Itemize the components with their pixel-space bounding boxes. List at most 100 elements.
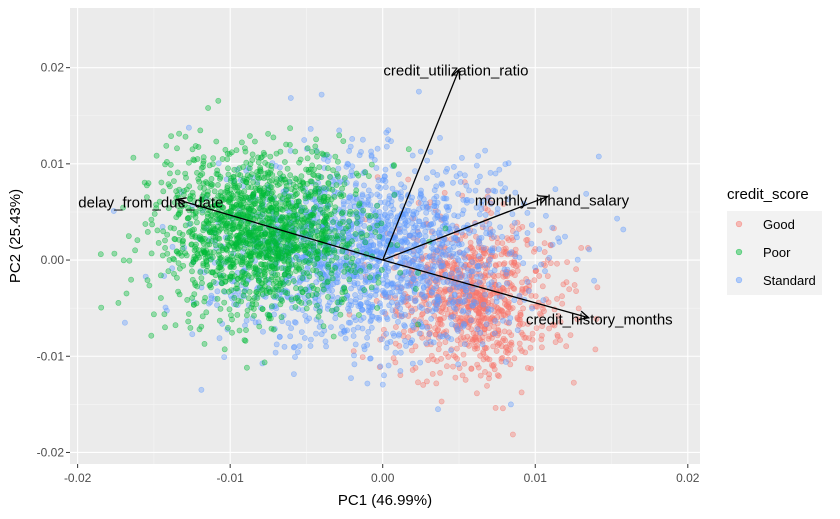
point-standard (345, 161, 352, 168)
point-standard (435, 229, 442, 236)
point-poor (267, 315, 274, 322)
point-standard (524, 230, 531, 236)
point-standard (361, 346, 368, 353)
point-poor (359, 234, 366, 241)
point-poor (250, 179, 256, 185)
point-poor (240, 211, 246, 217)
point-poor (268, 303, 275, 310)
point-poor (325, 261, 332, 268)
point-good (517, 309, 524, 316)
point-standard (450, 313, 456, 320)
point-standard (431, 256, 437, 263)
point-good (541, 249, 548, 255)
point-poor (390, 163, 397, 169)
point-standard (473, 162, 480, 169)
point-standard (214, 288, 221, 295)
point-poor (355, 172, 362, 179)
point-poor (209, 269, 216, 276)
point-standard (409, 152, 416, 159)
point-standard (444, 240, 451, 247)
point-poor (273, 284, 280, 291)
point-good (409, 367, 416, 373)
point-poor (292, 212, 298, 219)
point-good (529, 330, 536, 337)
point-standard (437, 134, 443, 141)
point-good (527, 344, 534, 351)
point-poor (270, 204, 277, 210)
x-axis-title: PC1 (46.99%) (338, 492, 432, 509)
point-good (453, 345, 460, 352)
point-good (475, 364, 482, 371)
point-standard (323, 343, 329, 350)
point-standard (395, 281, 401, 288)
point-standard (291, 319, 298, 325)
point-poor (212, 242, 219, 249)
point-poor (228, 287, 235, 293)
point-poor (352, 230, 359, 237)
point-poor (174, 248, 180, 255)
point-poor (294, 294, 301, 301)
point-standard (359, 246, 366, 252)
x-tick-label: -0.01 (216, 471, 244, 485)
point-poor (230, 264, 237, 270)
point-standard (477, 273, 484, 279)
point-poor (185, 215, 191, 222)
point-poor (210, 155, 217, 162)
point-standard (516, 254, 523, 261)
point-poor (134, 237, 141, 244)
legend-swatch-standard (735, 276, 743, 284)
point-poor (196, 178, 202, 185)
point-good (503, 344, 510, 350)
point-standard (398, 313, 405, 320)
point-poor (325, 179, 332, 186)
point-good (480, 356, 487, 363)
point-standard (287, 333, 294, 340)
point-good (594, 284, 601, 291)
point-good (390, 355, 397, 362)
point-poor (211, 188, 218, 195)
point-good (498, 358, 505, 365)
point-standard (407, 295, 414, 301)
point-standard (290, 371, 297, 377)
point-poor (182, 133, 189, 140)
point-poor (218, 256, 224, 263)
point-poor (267, 153, 274, 160)
point-standard (361, 182, 367, 189)
point-good (559, 300, 566, 307)
y-tick-label: 0.02 (41, 61, 65, 75)
point-standard (620, 226, 627, 233)
point-standard (355, 324, 361, 331)
point-standard (456, 270, 462, 277)
point-standard (386, 248, 393, 255)
point-poor (349, 238, 355, 244)
point-poor (165, 268, 172, 275)
point-standard (403, 342, 409, 349)
point-standard (514, 234, 520, 241)
point-standard (505, 160, 512, 167)
point-poor (255, 252, 261, 259)
point-standard (483, 321, 490, 328)
point-good (459, 372, 466, 379)
point-standard (434, 171, 441, 178)
point-standard (388, 198, 395, 205)
point-standard (363, 299, 370, 306)
point-standard (424, 277, 431, 284)
point-standard (348, 375, 354, 381)
point-standard (198, 386, 205, 393)
point-standard (497, 180, 504, 187)
point-poor (171, 225, 177, 232)
point-standard (468, 268, 475, 274)
point-standard (371, 156, 378, 163)
point-standard (447, 296, 454, 303)
point-good (350, 348, 357, 354)
point-standard (382, 184, 389, 190)
point-poor (189, 227, 196, 233)
point-poor (351, 263, 357, 269)
point-good (570, 379, 577, 386)
point-standard (379, 381, 386, 388)
point-standard (383, 143, 390, 150)
x-tick-label: -0.02 (64, 471, 92, 485)
point-standard (432, 215, 439, 222)
point-good (519, 348, 525, 354)
scatter-points (97, 88, 627, 438)
